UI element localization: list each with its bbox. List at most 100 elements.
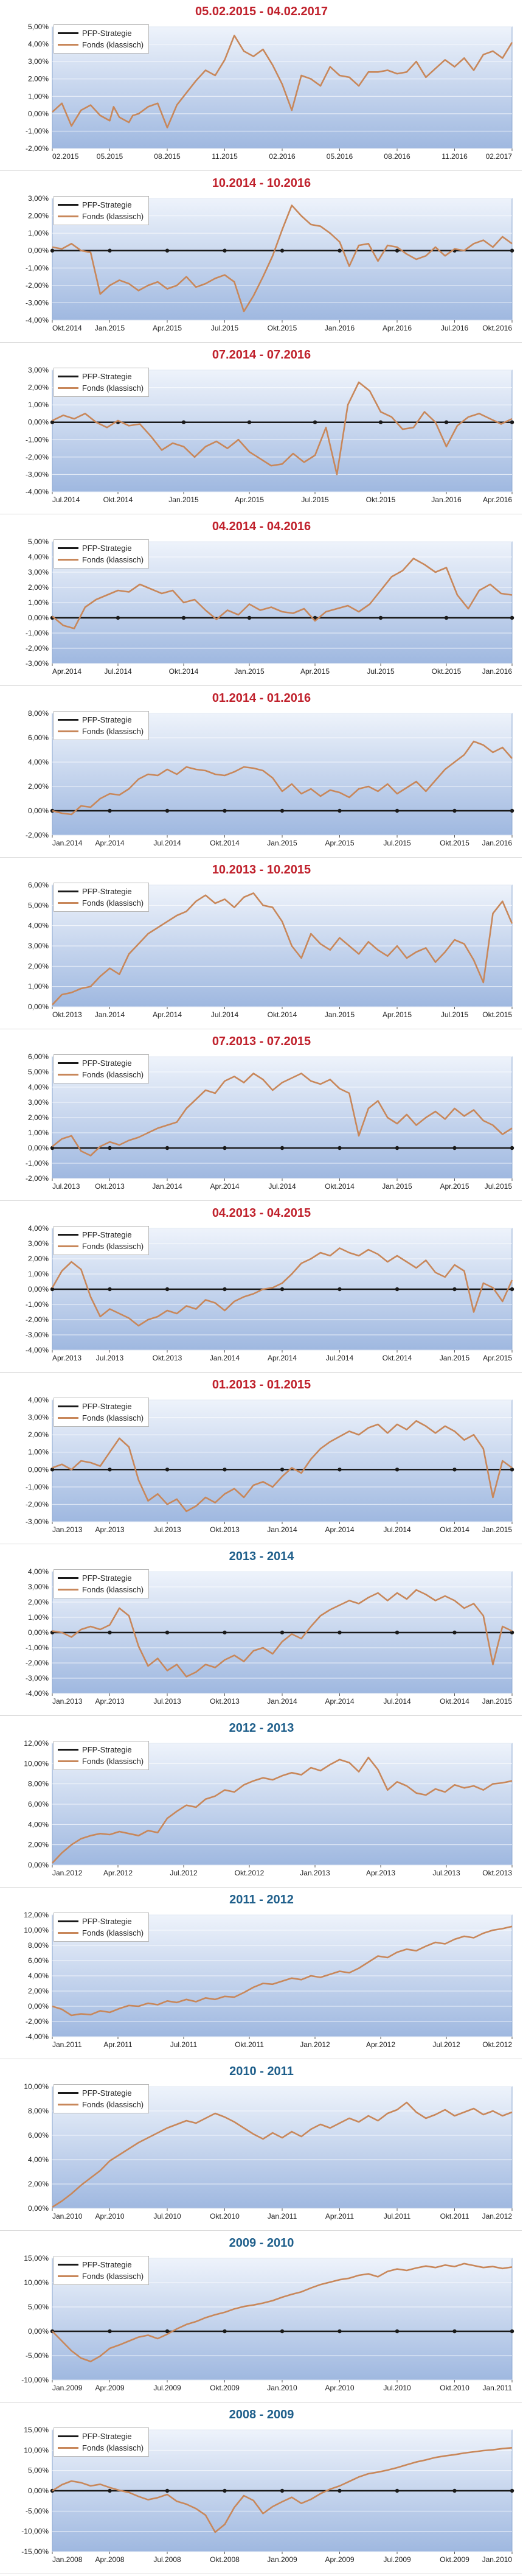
chart-title: 2012 - 2013 (229, 1721, 294, 1735)
legend-item-fund: Fonds (klassisch) (58, 554, 144, 565)
x-tick-label: Jan.2015 (440, 1354, 470, 1362)
x-tick-label: Apr.2015 (325, 839, 354, 847)
strategy-marker (165, 2488, 170, 2493)
x-tick-label: Apr.2010 (95, 2212, 124, 2221)
x-tick-label: Jul.2010 (383, 2384, 411, 2392)
x-tick-label: Jul.2014 (383, 1697, 411, 1706)
legend: PFP-Strategie Fonds (klassisch) (54, 1913, 150, 1942)
legend-swatch-fund (58, 1760, 78, 1762)
legend-label-fund: Fonds (klassisch) (82, 212, 144, 221)
x-tick-label: Okt.2014 (169, 667, 199, 676)
legend-swatch-strategy (58, 1749, 78, 1751)
chart-panel: 2010 - 2011 0,00% 2,00% 4,00% 6,00% 8,00% 10,0… (0, 2060, 523, 2231)
legend-swatch-strategy (58, 1234, 78, 1236)
chart-title: 2008 - 2009 (229, 2408, 294, 2421)
legend-label-strategy: PFP-Strategie (82, 29, 132, 38)
chart-title: 2011 - 2012 (229, 1893, 294, 1906)
strategy-marker (510, 808, 514, 813)
legend-swatch-strategy (58, 719, 78, 721)
y-tick-label: 0,00% (28, 2002, 49, 2011)
panel-divider (0, 515, 522, 686)
legend: PFP-Strategie Fonds (klassisch) (54, 196, 150, 225)
legend-swatch-fund (58, 559, 78, 561)
y-tick-label: 4,00% (28, 1972, 49, 1980)
legend-swatch-strategy (58, 2435, 78, 2437)
legend-swatch-strategy (58, 2264, 78, 2266)
legend-item-strategy: PFP-Strategie (58, 199, 144, 211)
legend-label-strategy: PFP-Strategie (82, 1745, 132, 1754)
strategy-marker (108, 1287, 112, 1292)
x-tick-label: Jul.2016 (441, 324, 469, 332)
legend-item-fund: Fonds (klassisch) (58, 211, 144, 222)
strategy-marker (165, 1146, 170, 1150)
y-tick-label: 2,00% (28, 1113, 49, 1122)
y-tick-label: 2,00% (28, 962, 49, 970)
legend-label-fund: Fonds (klassisch) (82, 555, 144, 564)
x-tick-label: Jan.2009 (267, 2555, 297, 2564)
y-tick-label: -3,00% (26, 1674, 49, 1682)
y-tick-label: -1,00% (26, 1483, 49, 1491)
y-tick-label: 1,00% (28, 982, 49, 991)
y-tick-label: 6,00% (28, 2131, 49, 2140)
x-tick-label: Apr.2011 (103, 2040, 132, 2049)
x-tick-label: Apr.2010 (325, 2384, 354, 2392)
legend-item-strategy: PFP-Strategie (58, 1744, 144, 1755)
x-tick-label: 02.2017 (486, 152, 513, 161)
x-tick-label: Okt.2011 (235, 2040, 264, 2049)
x-tick-label: 11.2016 (442, 152, 468, 161)
strategy-marker (510, 2488, 514, 2493)
chart-panel: 01.2013 - 01.2015 -3,00% -2,00% -1,00% 0,00%… (0, 1373, 523, 1545)
x-tick-label: Apr.2016 (383, 324, 412, 332)
y-tick-label: 5,00% (28, 2466, 49, 2475)
strategy-marker (108, 1630, 112, 1635)
legend-swatch-fund (58, 215, 78, 217)
strategy-marker (510, 1630, 514, 1635)
x-tick-label: Apr.2015 (235, 495, 264, 504)
y-tick-label: 0,00% (28, 1465, 49, 1474)
legend-item-strategy: PFP-Strategie (58, 1401, 144, 1412)
strategy-marker (280, 1468, 285, 1472)
strategy-marker (338, 1468, 342, 1472)
x-tick-label: 11.2015 (212, 152, 238, 161)
x-tick-label: Jul.2011 (170, 2040, 198, 2049)
legend: PFP-Strategie Fonds (klassisch) (54, 1741, 150, 1770)
x-tick-label: Jan.2011 (483, 2384, 513, 2392)
strategy-marker (313, 420, 317, 424)
strategy-marker (395, 248, 400, 253)
y-tick-label: 0,00% (28, 2487, 49, 2495)
legend-label-strategy: PFP-Strategie (82, 887, 132, 896)
strategy-marker (378, 420, 383, 424)
y-tick-label: -4,00% (26, 488, 49, 496)
legend-label-fund: Fonds (klassisch) (82, 1928, 144, 1937)
x-tick-label: Jan.2010 (52, 2212, 83, 2221)
x-tick-label: Jul.2015 (383, 839, 411, 847)
legend-label-strategy: PFP-Strategie (82, 544, 132, 553)
strategy-marker (280, 808, 285, 813)
chart-panel: 10.2014 - 10.2016 -4,00% -3,00% -2,00% -1,00… (0, 172, 523, 343)
legend-item-strategy: PFP-Strategie (58, 1572, 144, 1584)
x-tick-label: Apr.2012 (366, 2040, 395, 2049)
legend-label-fund: Fonds (klassisch) (82, 2272, 144, 2281)
y-tick-label: -2,00% (26, 1500, 49, 1508)
strategy-marker (50, 248, 55, 253)
strategy-marker (50, 1146, 55, 1150)
legend: PFP-Strategie Fonds (klassisch) (54, 24, 150, 54)
legend-item-strategy: PFP-Strategie (58, 2259, 144, 2270)
x-tick-label: Apr.2014 (153, 1010, 182, 1019)
legend-item-strategy: PFP-Strategie (58, 714, 144, 726)
y-tick-label: -1,00% (26, 127, 49, 135)
x-tick-label: Jan.2013 (300, 1869, 330, 1877)
x-tick-label: Apr.2013 (366, 1869, 395, 1877)
x-tick-label: Jul.2013 (432, 1869, 460, 1877)
y-tick-label: 3,00% (28, 942, 49, 950)
strategy-marker (510, 1468, 514, 1472)
y-tick-label: 0,00% (28, 807, 49, 815)
legend-swatch-fund (58, 44, 78, 46)
y-tick-label: 2,00% (28, 1841, 49, 1849)
legend-item-strategy: PFP-Strategie (58, 1229, 144, 1241)
y-tick-label: 4,00% (28, 1224, 49, 1233)
strategy-marker (50, 420, 55, 424)
legend-item-fund: Fonds (klassisch) (58, 382, 144, 394)
x-tick-label: Jan.2015 (168, 495, 199, 504)
x-tick-label: Apr.2015 (440, 1182, 469, 1191)
